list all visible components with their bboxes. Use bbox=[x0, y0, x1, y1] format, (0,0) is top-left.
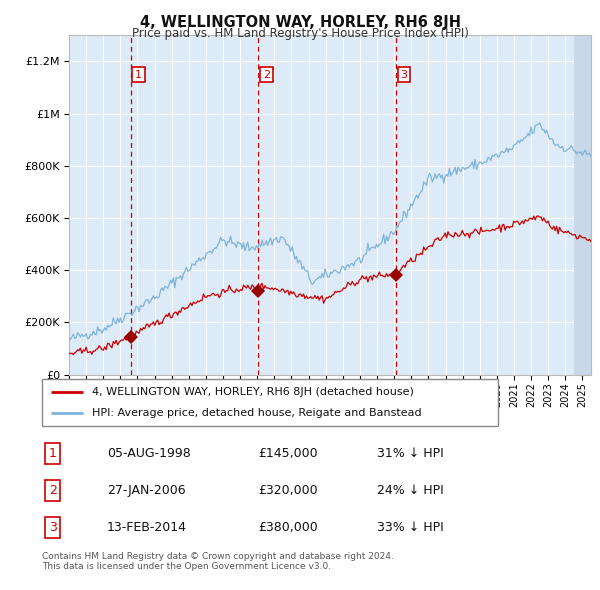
Text: 2: 2 bbox=[49, 484, 57, 497]
Text: 1: 1 bbox=[49, 447, 57, 460]
Text: HPI: Average price, detached house, Reigate and Banstead: HPI: Average price, detached house, Reig… bbox=[92, 408, 422, 418]
Bar bbox=[574, 35, 591, 375]
Text: 4, WELLINGTON WAY, HORLEY, RH6 8JH (detached house): 4, WELLINGTON WAY, HORLEY, RH6 8JH (deta… bbox=[92, 386, 414, 396]
Text: 24% ↓ HPI: 24% ↓ HPI bbox=[377, 484, 443, 497]
Text: 3: 3 bbox=[401, 70, 407, 80]
Text: Price paid vs. HM Land Registry's House Price Index (HPI): Price paid vs. HM Land Registry's House … bbox=[131, 27, 469, 40]
Text: Contains HM Land Registry data © Crown copyright and database right 2024.
This d: Contains HM Land Registry data © Crown c… bbox=[42, 552, 394, 571]
Text: 13-FEB-2014: 13-FEB-2014 bbox=[107, 521, 187, 534]
Text: 27-JAN-2006: 27-JAN-2006 bbox=[107, 484, 185, 497]
Text: 3: 3 bbox=[49, 521, 57, 534]
Text: 31% ↓ HPI: 31% ↓ HPI bbox=[377, 447, 443, 460]
Text: 05-AUG-1998: 05-AUG-1998 bbox=[107, 447, 191, 460]
FancyBboxPatch shape bbox=[42, 379, 498, 426]
Text: 2: 2 bbox=[263, 70, 270, 80]
Text: £380,000: £380,000 bbox=[258, 521, 318, 534]
Text: £145,000: £145,000 bbox=[258, 447, 317, 460]
Text: 33% ↓ HPI: 33% ↓ HPI bbox=[377, 521, 443, 534]
Text: £320,000: £320,000 bbox=[258, 484, 317, 497]
Text: 1: 1 bbox=[135, 70, 142, 80]
Text: 4, WELLINGTON WAY, HORLEY, RH6 8JH: 4, WELLINGTON WAY, HORLEY, RH6 8JH bbox=[139, 15, 461, 30]
